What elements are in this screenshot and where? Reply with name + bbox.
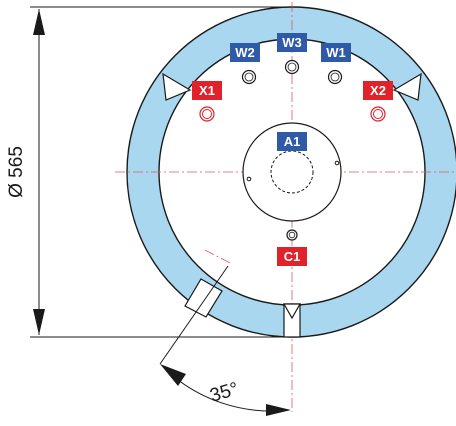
svg-text:X1: X1 [199, 83, 215, 98]
diameter-dimension [30, 6, 292, 338]
tag-x2: X2 [363, 81, 393, 100]
tag-x1: X1 [192, 81, 222, 100]
port-w2 [241, 69, 257, 85]
svg-text:X2: X2 [370, 83, 386, 98]
tag-c1: C1 [277, 247, 307, 266]
angle-label: 35° [208, 379, 241, 407]
central-flange [242, 122, 342, 222]
port-c1 [286, 229, 298, 241]
tag-w2: W2 [230, 43, 260, 62]
tag-a1: A1 [277, 132, 307, 151]
port-w1 [327, 69, 343, 85]
tag-w1: W1 [321, 43, 351, 62]
angle-arrowheads [160, 364, 291, 416]
diameter-label: Ø 565 [6, 146, 27, 198]
port-w3 [284, 59, 300, 75]
side-notches [162, 72, 422, 101]
svg-text:W1: W1 [326, 45, 346, 60]
tag-w3: W3 [277, 33, 307, 52]
diameter-arrowheads [33, 9, 45, 335]
svg-text:W3: W3 [282, 35, 302, 50]
svg-text:W2: W2 [235, 45, 255, 60]
svg-text:A1: A1 [284, 134, 301, 149]
port-x1 [199, 106, 215, 122]
port-x2 [370, 106, 386, 122]
bottom-slot-center [282, 303, 302, 338]
svg-text:C1: C1 [284, 249, 301, 264]
